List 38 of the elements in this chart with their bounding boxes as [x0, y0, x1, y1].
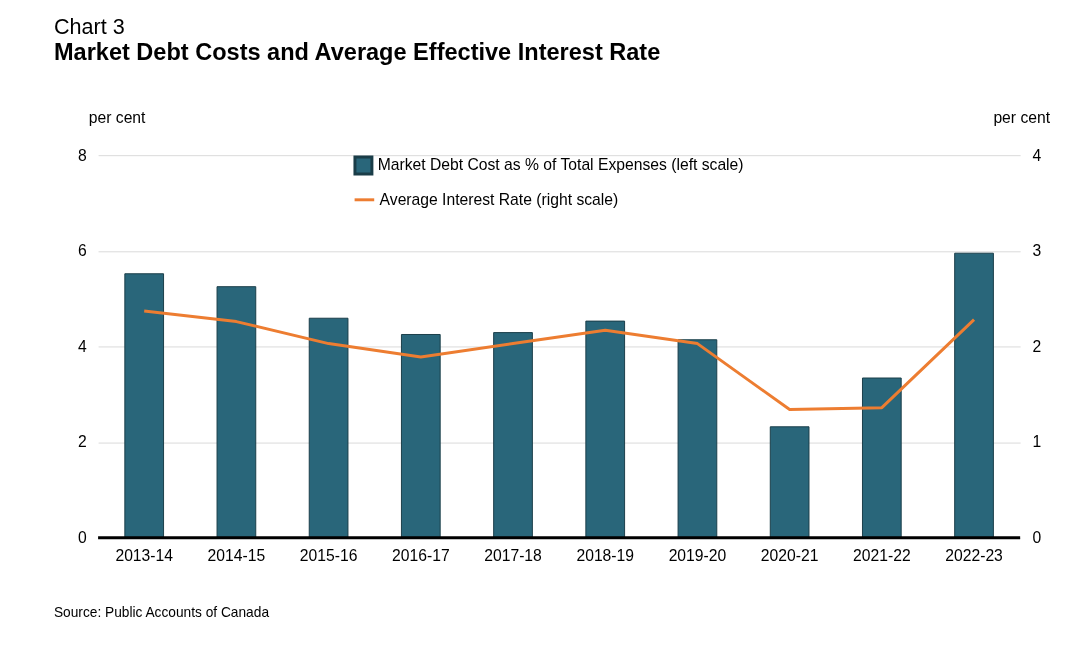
y-tick-label: 6: [78, 242, 88, 260]
y-tick-label: 4: [78, 337, 88, 355]
y2-axis-title: per cent: [993, 109, 1051, 127]
y-tick-label: 0: [78, 529, 88, 547]
y2-tick-label: 4: [1032, 146, 1042, 164]
x-tick-label: 2013-14: [115, 546, 174, 564]
bar: [216, 286, 257, 539]
x-tick-label: 2020-21: [760, 546, 819, 564]
source-note: Source: Public Accounts of Canada: [53, 605, 270, 621]
y-tick-label: 8: [78, 146, 88, 164]
bar: [400, 334, 441, 539]
x-tick-label: 2021-22: [853, 546, 911, 564]
y2-tick-label: 1: [1032, 433, 1042, 451]
bar: [124, 273, 165, 539]
legend-label: Market Debt Cost as % of Total Expenses (left scale): [377, 156, 744, 174]
x-tick-label: 2015-16: [299, 546, 358, 564]
legend-label: Average Interest Rate (right scale): [379, 190, 619, 208]
bar: [308, 317, 349, 539]
bar: [493, 332, 533, 539]
bar: [954, 252, 994, 539]
x-tick-label: 2014-15: [207, 546, 266, 564]
chart-title: Market Debt Costs and Average Effective Interest Rate: [53, 39, 661, 66]
x-tick-label: 2018-19: [576, 546, 635, 564]
y2-tick-label: 3: [1032, 242, 1042, 260]
y2-tick-label: 0: [1032, 529, 1042, 547]
bar: [861, 377, 902, 539]
bar: [769, 426, 810, 539]
x-tick-label: 2019-20: [668, 546, 727, 564]
y-tick-label: 2: [78, 433, 87, 451]
y-axis-title: per cent: [88, 109, 147, 127]
x-tick-label: 2016-17: [392, 546, 450, 564]
x-tick-label: 2022-23: [945, 546, 1004, 564]
bar: [585, 320, 626, 539]
bar: [677, 339, 718, 539]
y2-tick-label: 2: [1032, 337, 1042, 355]
chart-subtitle: Chart 3: [53, 13, 125, 39]
line-series: [142, 309, 976, 412]
x-tick-label: 2017-18: [484, 546, 543, 564]
